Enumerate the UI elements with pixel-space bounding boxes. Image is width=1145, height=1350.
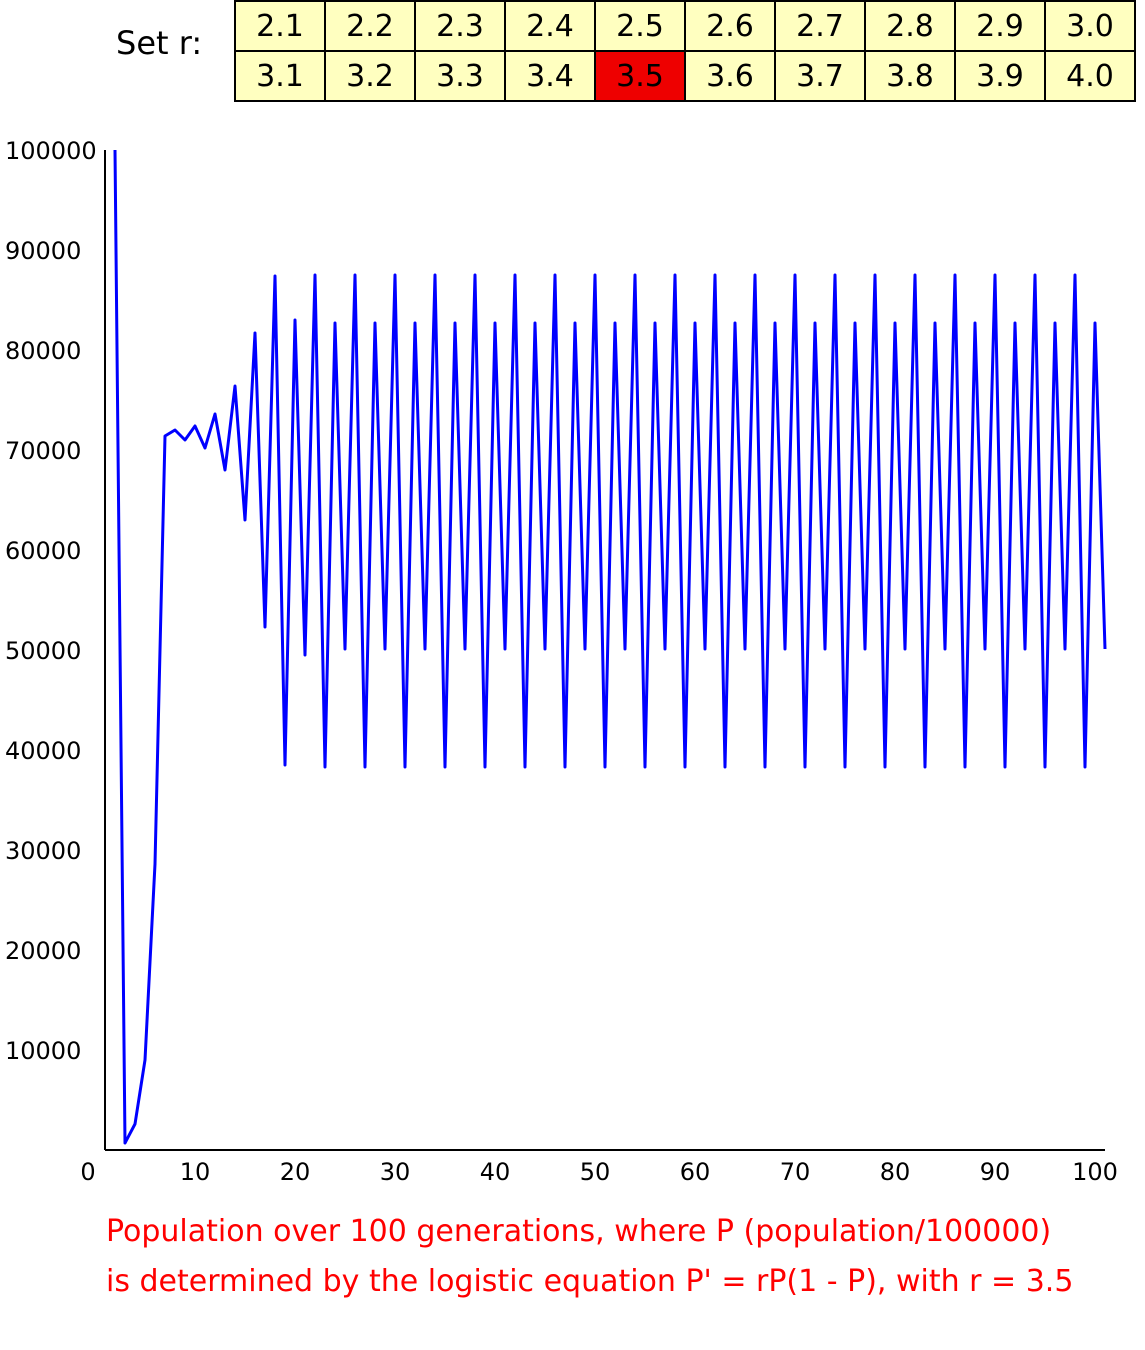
x-tick-label: 100: [1072, 1158, 1118, 1186]
y-tick-label: 40000: [5, 737, 81, 765]
y-axis-ticks: 10000 20000 30000 40000 50000 60000 70000 80000…: [5, 137, 97, 1065]
y-tick-label: 30000: [5, 837, 81, 865]
x-tick-label: 10: [180, 1158, 211, 1186]
r-option-2-8[interactable]: 2.8: [864, 0, 956, 52]
r-value-selector: 2.1 2.2 2.3 2.4 2.5 2.6 2.7 2.8 2.9 3.0 3.1 3.2 3.3 3…: [234, 0, 1136, 102]
population-chart: 10000 20000 30000 40000 50000 60000 70000 80000…: [5, 137, 1118, 1186]
y-tick-label: 20000: [5, 937, 81, 965]
x-tick-label: 80: [880, 1158, 911, 1186]
r-option-3-3[interactable]: 3.3: [414, 50, 506, 102]
x-tick-label: 50: [580, 1158, 611, 1186]
x-tick-label: 90: [980, 1158, 1011, 1186]
r-option-3-6[interactable]: 3.6: [684, 50, 776, 102]
r-option-3-0[interactable]: 3.0: [1044, 0, 1136, 52]
x-tick-label: 20: [280, 1158, 311, 1186]
r-option-3-8[interactable]: 3.8: [864, 50, 956, 102]
x-tick-label: 40: [480, 1158, 511, 1186]
r-option-2-2[interactable]: 2.2: [324, 0, 416, 52]
x-tick-label: 30: [380, 1158, 411, 1186]
r-option-3-1[interactable]: 3.1: [234, 50, 326, 102]
x-tick-label: 60: [680, 1158, 711, 1186]
r-option-2-5[interactable]: 2.5: [594, 0, 686, 52]
caption-line-2: is determined by the logistic equation P…: [106, 1264, 1074, 1299]
chart-axes: [104, 150, 1105, 1151]
x-tick-label: 70: [780, 1158, 811, 1186]
set-r-label: Set r:: [116, 24, 203, 62]
caption-line-1: Population over 100 generations, where P…: [106, 1214, 1052, 1249]
y-tick-label: 50000: [5, 637, 81, 665]
r-row: 3.1 3.2 3.3 3.4 3.5 3.6 3.7 3.8 3.9 4.0: [234, 50, 1136, 102]
r-option-3-2[interactable]: 3.2: [324, 50, 416, 102]
r-option-4-0[interactable]: 4.0: [1044, 50, 1136, 102]
r-option-2-3[interactable]: 2.3: [414, 0, 506, 52]
population-series-line: [113, 149, 1107, 1145]
r-option-3-5[interactable]: 3.5: [594, 50, 686, 102]
r-option-3-9[interactable]: 3.9: [954, 50, 1046, 102]
y-tick-label: 10000: [5, 1037, 81, 1065]
y-tick-label: 70000: [5, 437, 81, 465]
r-row: 2.1 2.2 2.3 2.4 2.5 2.6 2.7 2.8 2.9 3.0: [234, 0, 1136, 52]
y-tick-label: 90000: [5, 237, 81, 265]
y-tick-label: 60000: [5, 537, 81, 565]
y-tick-label: 80000: [5, 337, 81, 365]
r-option-3-7[interactable]: 3.7: [774, 50, 866, 102]
r-option-2-9[interactable]: 2.9: [954, 0, 1046, 52]
r-option-2-1[interactable]: 2.1: [234, 0, 326, 52]
r-option-2-7[interactable]: 2.7: [774, 0, 866, 52]
r-option-3-4[interactable]: 3.4: [504, 50, 596, 102]
r-option-2-4[interactable]: 2.4: [504, 0, 596, 52]
x-axis-ticks: 0 10 20 30 40 50 60 70 80 90 100: [80, 1158, 1118, 1186]
r-option-2-6[interactable]: 2.6: [684, 0, 776, 52]
x-tick-label: 0: [80, 1158, 95, 1186]
y-tick-label: 100000: [5, 137, 97, 165]
